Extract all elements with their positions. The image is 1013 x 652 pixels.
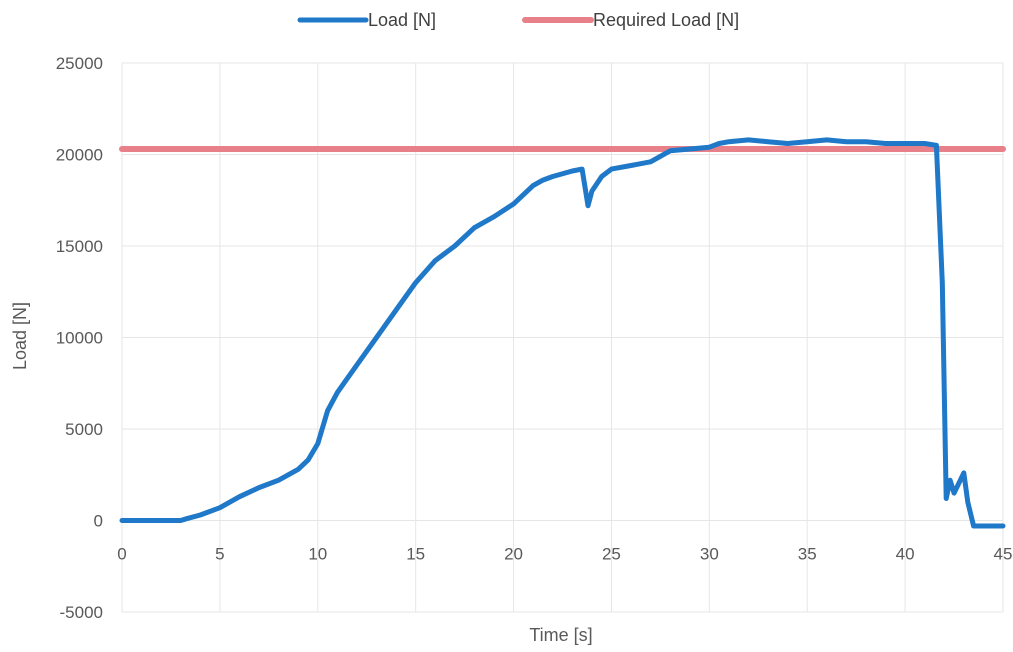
x-tick-label: 15 [406, 545, 425, 564]
chart-series [119, 137, 1006, 529]
y-tick-label: -5000 [60, 603, 103, 622]
x-tick-label: 0 [117, 545, 126, 564]
y-tick-label: 15000 [56, 237, 103, 256]
load-series-line [119, 137, 1006, 529]
y-tick-label: 20000 [56, 146, 103, 165]
x-axis-title: Time [s] [529, 625, 592, 645]
y-axis-title: Load [N] [10, 302, 30, 370]
y-tick-label: 10000 [56, 329, 103, 348]
y-tick-label: 0 [94, 512, 103, 531]
chart-grid [121, 62, 1004, 613]
x-tick-label: 45 [994, 545, 1013, 564]
legend-label-required-load: Required Load [N] [593, 10, 739, 30]
x-tick-label: 20 [504, 545, 523, 564]
chart-legend: Load [N] Required Load [N] [297, 10, 739, 30]
y-axis-ticks: -5000 0 5000 10000 15000 20000 25000 [56, 54, 103, 622]
x-tick-label: 30 [700, 545, 719, 564]
y-tick-label: 5000 [65, 420, 103, 439]
x-tick-label: 25 [602, 545, 621, 564]
legend-label-load: Load [N] [368, 10, 436, 30]
x-tick-label: 10 [308, 545, 327, 564]
x-tick-label: 5 [215, 545, 224, 564]
x-axis-ticks: 0 5 10 15 20 25 30 35 40 45 [117, 545, 1012, 564]
x-tick-label: 40 [896, 545, 915, 564]
y-tick-label: 25000 [56, 54, 103, 73]
x-tick-label: 35 [798, 545, 817, 564]
